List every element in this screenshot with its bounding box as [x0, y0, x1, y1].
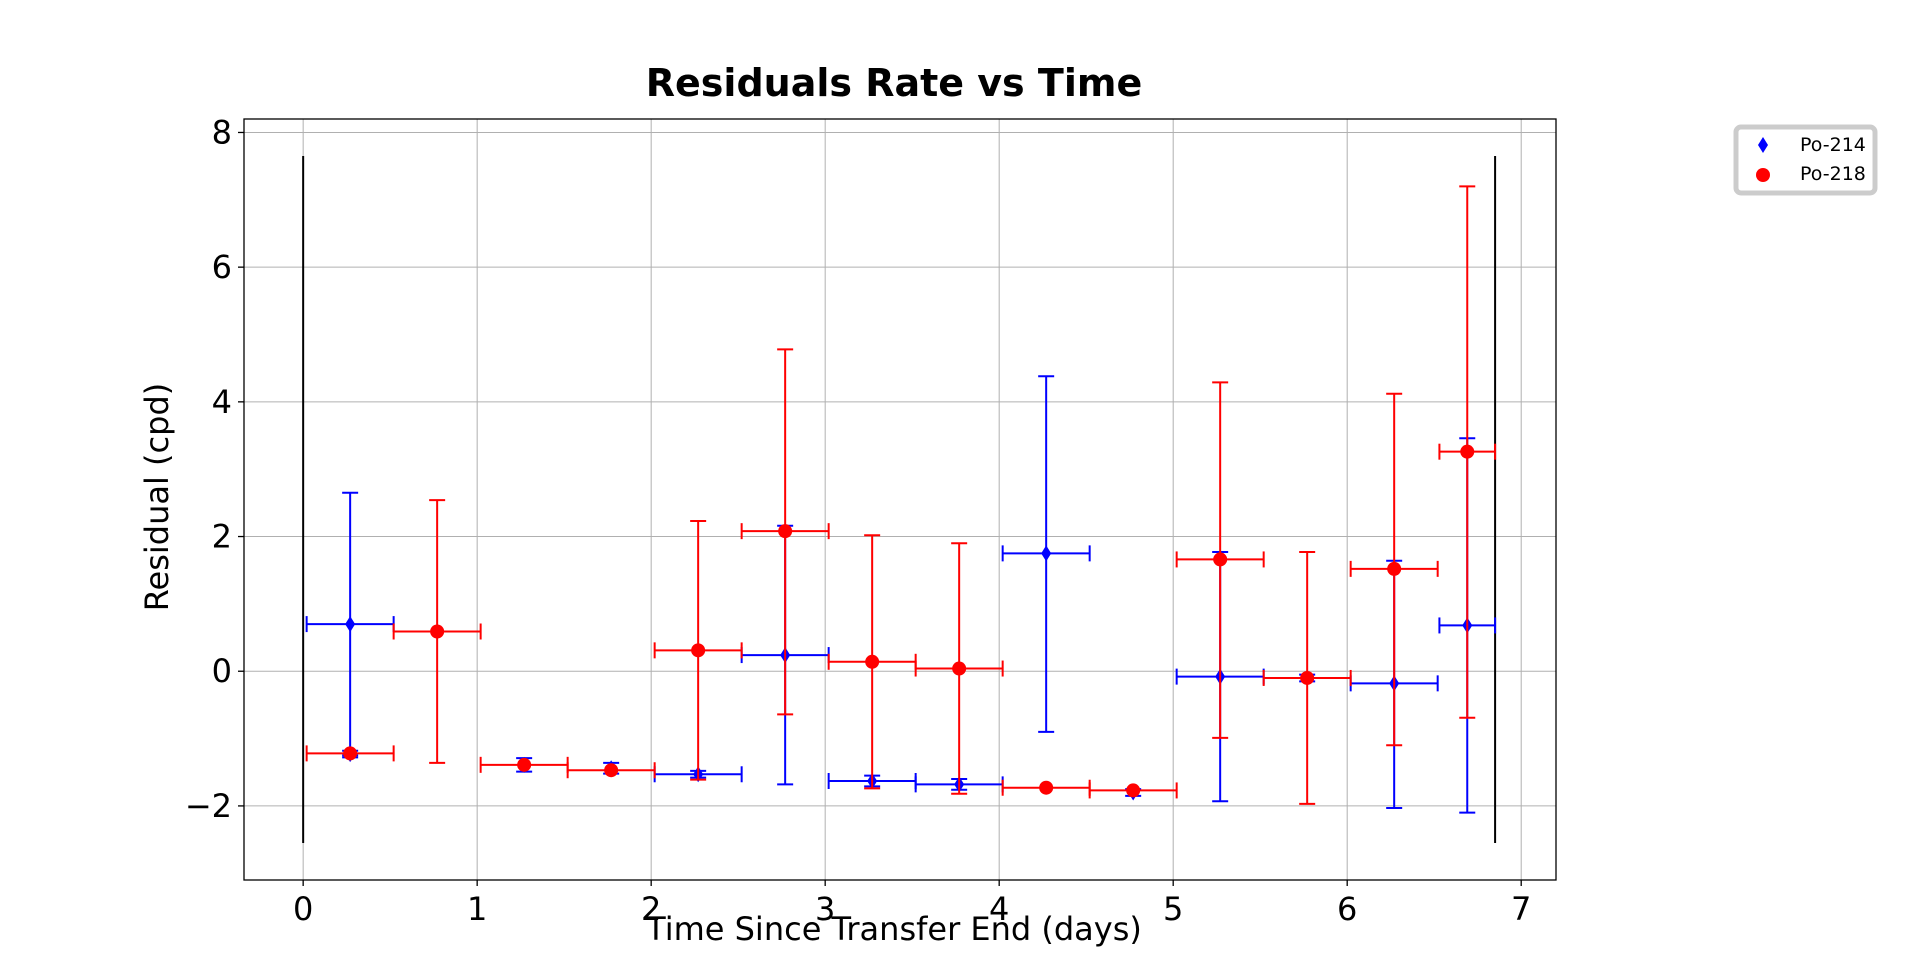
data-point-po-218: [1001, 779, 1091, 796]
legend-marker-po-218: [1756, 168, 1770, 182]
chart-title: Residuals Rate vs Time: [646, 61, 1142, 105]
y-tick-label: 0: [212, 652, 232, 690]
grid-layer: [244, 119, 1556, 880]
legend: Po-214 Po-218: [1733, 124, 1878, 196]
x-tick-label: 2: [641, 890, 661, 928]
x-axis-label: Time Since Transfer End (days): [645, 910, 1142, 948]
marker-po-214: [345, 616, 356, 633]
marker-po-214: [1041, 545, 1052, 562]
y-tick-label: 4: [212, 383, 232, 421]
marker-po-218: [517, 757, 532, 772]
marker-po-218: [691, 643, 706, 658]
data-point-po-218: [1088, 782, 1178, 799]
data-point-po-218: [479, 756, 569, 773]
marker-po-218: [1039, 780, 1054, 795]
data-point-po-218: [305, 745, 395, 762]
data-point-po-218: [1262, 551, 1352, 805]
marker-po-218: [430, 624, 445, 639]
marker-po-218: [1387, 561, 1402, 576]
marker-po-218: [1213, 552, 1228, 567]
data-point-po-218: [1349, 392, 1439, 747]
marker-po-218: [343, 746, 358, 761]
data-point-po-218: [914, 542, 1004, 795]
marker-po-218: [1126, 783, 1141, 798]
data-point-po-214: [1001, 375, 1091, 733]
legend-label-po-218: Po-218: [1800, 163, 1866, 185]
x-tick-label: 1: [467, 890, 487, 928]
data-point-po-218: [566, 762, 656, 779]
data-point-po-214: [305, 491, 395, 757]
x-tick-label: 6: [1337, 890, 1357, 928]
data-point-po-218: [1438, 185, 1497, 719]
x-tick-label: 3: [815, 890, 835, 928]
legend-label-po-214: Po-214: [1800, 134, 1866, 156]
x-tick-label: 4: [989, 890, 1009, 928]
y-tick-label: 2: [212, 518, 232, 556]
axes-layer: 0 1 2 3 4 5 6 7 −2 0 2 4 6 8: [185, 113, 1557, 928]
marker-po-218: [865, 654, 880, 669]
data-point-po-218: [740, 348, 830, 716]
marker-po-218: [1300, 670, 1315, 685]
x-tick-label: 0: [293, 890, 313, 928]
data-point-po-218: [827, 534, 917, 790]
legend-frame: [1733, 124, 1878, 196]
y-tick-label: 6: [212, 248, 232, 286]
x-tick-label: 7: [1511, 890, 1531, 928]
marker-po-218: [952, 661, 967, 676]
marker-po-218: [1460, 444, 1475, 459]
y-axis-label: Residual (cpd): [138, 383, 176, 612]
marker-po-218: [604, 763, 619, 778]
y-tick-label: 8: [212, 113, 232, 151]
y-tick-label: −2: [185, 787, 232, 825]
legend-marker-po-214: [1758, 137, 1768, 153]
marker-po-218: [778, 524, 793, 539]
data-point-po-218: [392, 499, 482, 764]
plot-frame: [243, 118, 1557, 881]
data-point-po-218: [1175, 381, 1265, 739]
data-layer: [302, 156, 1497, 843]
x-tick-label: 5: [1163, 890, 1183, 928]
data-point-po-218: [653, 520, 743, 781]
